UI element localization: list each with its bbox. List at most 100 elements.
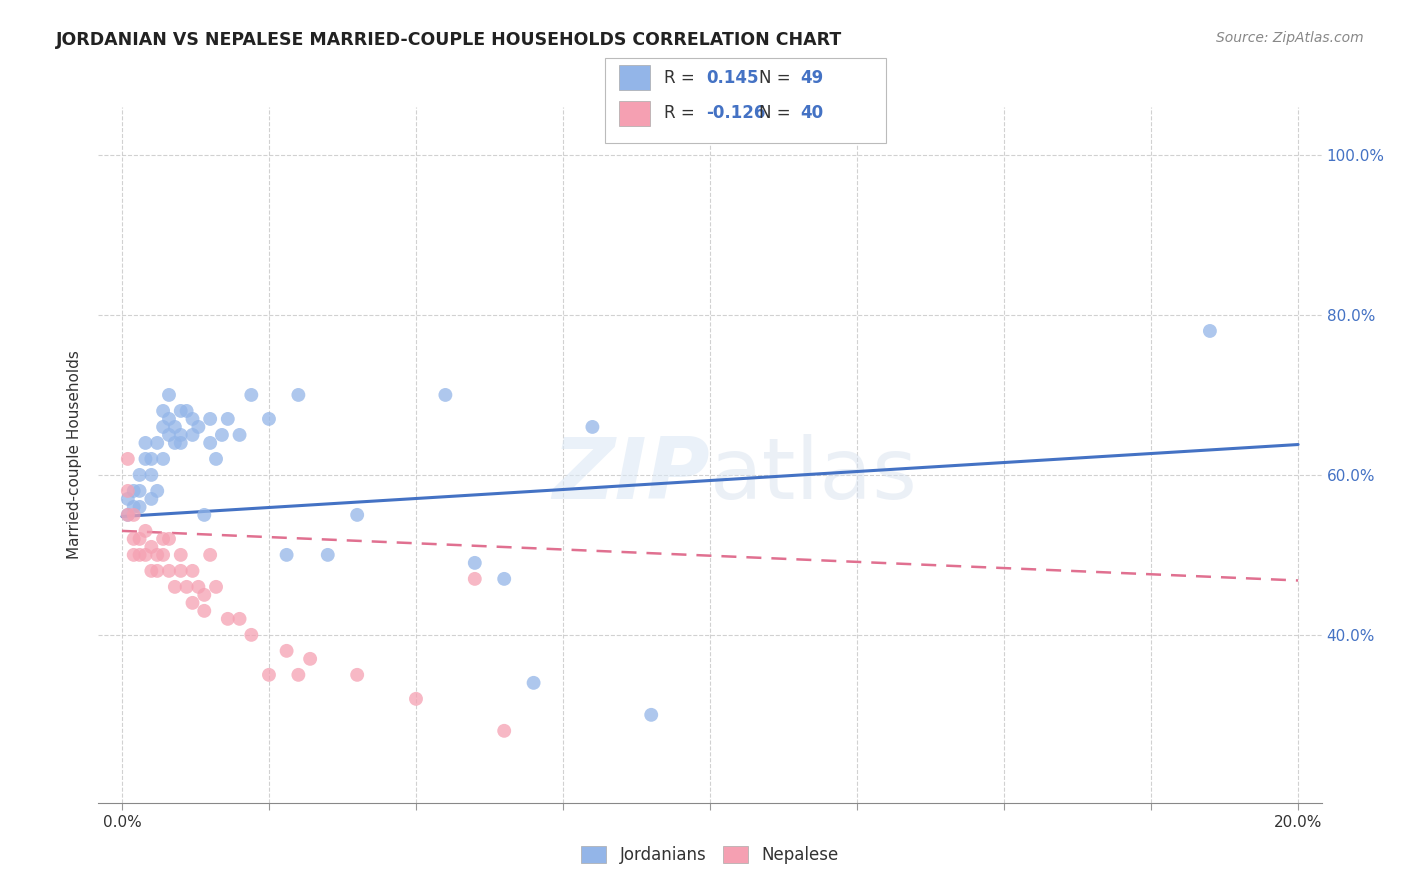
- Legend: Jordanians, Nepalese: Jordanians, Nepalese: [575, 839, 845, 871]
- Point: [193, 604, 215, 618]
- Point: [464, 572, 486, 586]
- Point: [163, 580, 186, 594]
- Text: 0.145: 0.145: [706, 69, 758, 87]
- Text: 49: 49: [800, 69, 824, 87]
- Text: N =: N =: [759, 69, 796, 87]
- Point: [276, 644, 298, 658]
- Point: [276, 548, 298, 562]
- Point: [205, 580, 228, 594]
- Point: [523, 676, 546, 690]
- Point: [181, 428, 204, 442]
- Point: [181, 412, 204, 426]
- Point: [128, 483, 150, 498]
- Point: [157, 532, 180, 546]
- Point: [141, 491, 163, 506]
- Point: [240, 388, 263, 402]
- Y-axis label: Married-couple Households: Married-couple Households: [66, 351, 82, 559]
- Point: [157, 428, 180, 442]
- Point: [257, 412, 280, 426]
- Text: ZIP: ZIP: [553, 434, 710, 517]
- Point: [146, 564, 169, 578]
- Text: atlas: atlas: [710, 434, 918, 517]
- Point: [228, 428, 250, 442]
- Point: [346, 668, 368, 682]
- Point: [152, 548, 174, 562]
- Point: [141, 451, 163, 466]
- Point: [122, 483, 145, 498]
- Point: [299, 652, 322, 666]
- Point: [287, 668, 309, 682]
- Point: [198, 548, 221, 562]
- Point: [152, 420, 174, 434]
- Point: [316, 548, 339, 562]
- Point: [346, 508, 368, 522]
- Text: N =: N =: [759, 104, 796, 122]
- Point: [187, 420, 209, 434]
- Point: [581, 420, 603, 434]
- Point: [141, 540, 163, 554]
- Point: [163, 420, 186, 434]
- Point: [122, 532, 145, 546]
- Point: [287, 388, 309, 402]
- Point: [141, 564, 163, 578]
- Point: [240, 628, 263, 642]
- Point: [117, 451, 139, 466]
- Text: R =: R =: [664, 104, 700, 122]
- Point: [152, 532, 174, 546]
- Point: [170, 564, 193, 578]
- Point: [187, 580, 209, 594]
- Point: [181, 596, 204, 610]
- Point: [128, 500, 150, 514]
- Point: [405, 691, 427, 706]
- Point: [464, 556, 486, 570]
- Point: [128, 467, 150, 482]
- Point: [134, 524, 156, 538]
- Point: [122, 500, 145, 514]
- Point: [170, 428, 193, 442]
- Point: [640, 707, 662, 722]
- Text: -0.126: -0.126: [706, 104, 765, 122]
- Point: [128, 548, 150, 562]
- Point: [205, 451, 228, 466]
- Point: [134, 451, 156, 466]
- Point: [117, 483, 139, 498]
- Point: [117, 508, 139, 522]
- Point: [157, 412, 180, 426]
- Point: [146, 548, 169, 562]
- Point: [141, 467, 163, 482]
- Point: [181, 564, 204, 578]
- Point: [157, 564, 180, 578]
- Point: [163, 436, 186, 450]
- Point: [122, 508, 145, 522]
- Point: [170, 436, 193, 450]
- Point: [146, 483, 169, 498]
- Point: [117, 491, 139, 506]
- Point: [228, 612, 250, 626]
- Point: [217, 612, 239, 626]
- Point: [217, 412, 239, 426]
- Point: [494, 572, 516, 586]
- Point: [176, 404, 198, 418]
- Point: [198, 436, 221, 450]
- Text: Source: ZipAtlas.com: Source: ZipAtlas.com: [1216, 31, 1364, 45]
- Point: [128, 532, 150, 546]
- Point: [170, 404, 193, 418]
- Point: [170, 548, 193, 562]
- Point: [198, 412, 221, 426]
- Text: 40: 40: [800, 104, 823, 122]
- Point: [146, 436, 169, 450]
- Point: [157, 388, 180, 402]
- Point: [176, 580, 198, 594]
- Point: [257, 668, 280, 682]
- Point: [193, 508, 215, 522]
- Point: [117, 508, 139, 522]
- Point: [1199, 324, 1222, 338]
- Point: [494, 723, 516, 738]
- Point: [134, 436, 156, 450]
- Point: [211, 428, 233, 442]
- Point: [193, 588, 215, 602]
- Point: [122, 548, 145, 562]
- Text: JORDANIAN VS NEPALESE MARRIED-COUPLE HOUSEHOLDS CORRELATION CHART: JORDANIAN VS NEPALESE MARRIED-COUPLE HOU…: [56, 31, 842, 49]
- Text: R =: R =: [664, 69, 700, 87]
- Point: [152, 404, 174, 418]
